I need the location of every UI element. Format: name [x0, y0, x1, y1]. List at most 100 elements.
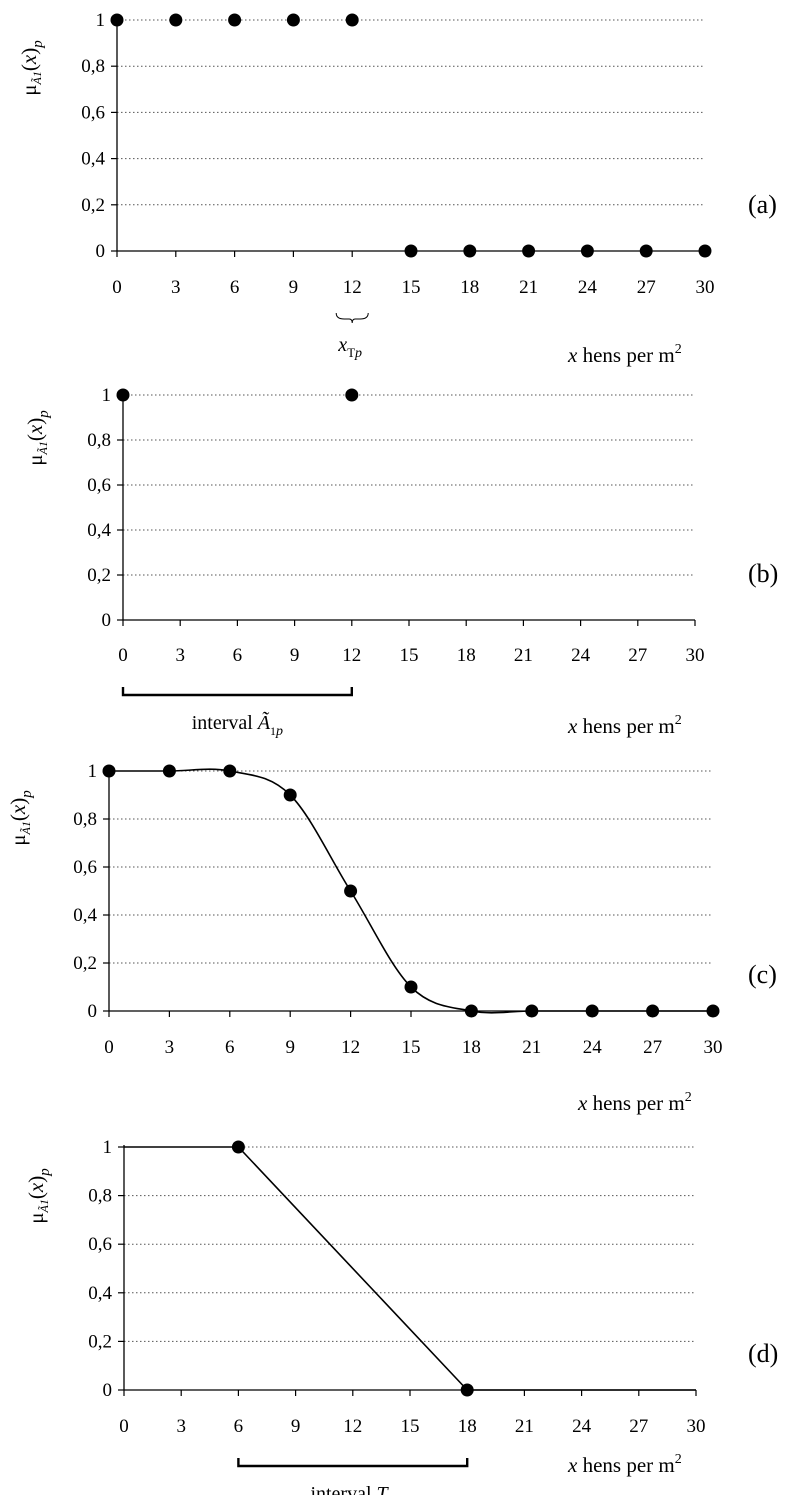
x-tick-label: 15: [402, 1037, 421, 1058]
data-point: [286, 13, 300, 27]
panel-label: (b): [748, 559, 778, 588]
y-tick-label: 0,6: [73, 857, 97, 878]
x-tick-label: 3: [165, 1037, 175, 1058]
y-tick-label: 0: [88, 1001, 98, 1022]
y-tick-label: 1: [103, 1137, 113, 1158]
panel-label: (d): [748, 1339, 778, 1368]
panel-label: (a): [748, 190, 777, 219]
chart-panel: 0 0,2 0,4 0,6 0,8 1 0 3 6 9 12 15 18 21 24 27 30 μÃ1(x)p x…: [6, 761, 777, 1115]
data-point: [102, 764, 116, 778]
y-tick-label: 0,2: [88, 1331, 112, 1352]
data-point: [646, 1004, 660, 1018]
x-tick-label: 27: [629, 1416, 648, 1437]
x-tick-label: 18: [462, 1037, 481, 1058]
x-tick-label: 9: [285, 1037, 295, 1058]
x-axis-label: x hens per m2: [567, 1452, 682, 1477]
x-tick-label: 12: [342, 645, 361, 666]
y-tick-label: 1: [96, 10, 106, 31]
x-tick-label: 9: [289, 277, 299, 298]
y-tick-label: 0,2: [81, 195, 105, 216]
x-tick-label: 18: [460, 277, 479, 298]
interval-bracket: [121, 687, 353, 697]
x-tick-label: 12: [343, 1416, 362, 1437]
data-point: [464, 1004, 478, 1018]
data-point: [223, 764, 237, 778]
x-tick-label: 18: [457, 645, 476, 666]
y-tick-label: 0,8: [87, 430, 111, 451]
x-tick-label: 3: [175, 645, 185, 666]
x-tick-label: 15: [402, 277, 421, 298]
y-tick-label: 0: [103, 1380, 113, 1401]
y-tick-label: 0,6: [87, 475, 111, 496]
x-tick-label: 24: [578, 277, 598, 298]
x-tick-label: 3: [176, 1416, 186, 1437]
x-tick-label: 6: [234, 1416, 244, 1437]
data-point: [580, 244, 594, 258]
x-tick-label: 0: [118, 645, 128, 666]
x-tick-label: 15: [401, 1416, 420, 1437]
data-point: [228, 13, 242, 27]
data-point: [639, 244, 653, 258]
x-axis-label: x hens per m2: [577, 1090, 692, 1115]
x-axis-label: x hens per m2: [567, 713, 682, 738]
y-tick-label: 0,6: [88, 1234, 112, 1255]
y-axis-label: μÃ1(x)p: [23, 410, 52, 466]
data-point: [522, 244, 536, 258]
y-axis-label: μÃ1(x)p: [6, 790, 35, 846]
x-tick-label: 0: [119, 1416, 129, 1437]
data-point: [463, 244, 477, 258]
data-point: [345, 13, 359, 27]
brace-annotation: [335, 312, 369, 324]
y-tick-label: 0,8: [73, 809, 97, 830]
data-point: [345, 388, 359, 402]
x-tick-label: 27: [637, 277, 656, 298]
data-point: [231, 1140, 245, 1154]
data-point: [169, 13, 183, 27]
data-point: [162, 764, 176, 778]
data-point: [585, 1004, 599, 1018]
x-tick-label: 15: [400, 645, 419, 666]
interval-label: interval Tp: [310, 1483, 395, 1495]
y-tick-label: 0,6: [81, 102, 105, 123]
x-tick-label: 21: [515, 1416, 534, 1437]
y-tick-label: 0,2: [87, 565, 111, 586]
data-point: [706, 1004, 720, 1018]
data-point: [404, 980, 418, 994]
data-point: [116, 388, 130, 402]
y-tick-label: 0,4: [87, 520, 111, 541]
y-tick-label: 0,4: [81, 149, 105, 170]
y-tick-label: 0: [96, 241, 106, 262]
x-tick-label: 21: [519, 277, 538, 298]
x-tick-label: 24: [583, 1037, 603, 1058]
data-point: [344, 884, 358, 898]
x-tick-label: 6: [230, 277, 240, 298]
data-point: [460, 1383, 474, 1397]
x-tick-label: 27: [628, 645, 647, 666]
y-tick-label: 0,8: [88, 1186, 112, 1207]
x-tick-label: 0: [112, 277, 122, 298]
chart-panel: 0 0,2 0,4 0,6 0,8 1 0 3 6 9 12 15 18 21 24 27 30 μÃ1(x)p x…: [24, 1137, 778, 1495]
x-tick-label: 12: [343, 277, 362, 298]
data-point: [698, 244, 712, 258]
data-point: [404, 244, 418, 258]
x-tick-label: 18: [458, 1416, 477, 1437]
y-tick-label: 0,8: [81, 56, 105, 77]
x-tick-label: 30: [696, 277, 715, 298]
x-tick-label: 27: [643, 1037, 662, 1058]
y-tick-label: 1: [102, 385, 112, 406]
chart-panel: 0 0,2 0,4 0,6 0,8 1 0 3 6 9 12 15 18 21 24 27 30 μÃ1(x)p x…: [23, 385, 778, 739]
y-tick-label: 0,2: [73, 953, 97, 974]
x-tick-label: 30: [686, 645, 705, 666]
threshold-label: xTp: [337, 334, 362, 361]
x-tick-label: 9: [291, 1416, 301, 1437]
x-tick-label: 21: [514, 645, 533, 666]
data-point: [525, 1004, 539, 1018]
interval-label: interval Ã1p: [192, 710, 283, 739]
chart-panel: 0 0,2 0,4 0,6 0,8 1 0 3 6 9 12 15 18 21 24 27 30 μÃ1(x)p x…: [17, 10, 777, 367]
panel-label: (c): [748, 960, 777, 989]
x-tick-label: 6: [233, 645, 243, 666]
x-tick-label: 0: [104, 1037, 114, 1058]
x-tick-label: 21: [522, 1037, 541, 1058]
x-tick-label: 6: [225, 1037, 235, 1058]
